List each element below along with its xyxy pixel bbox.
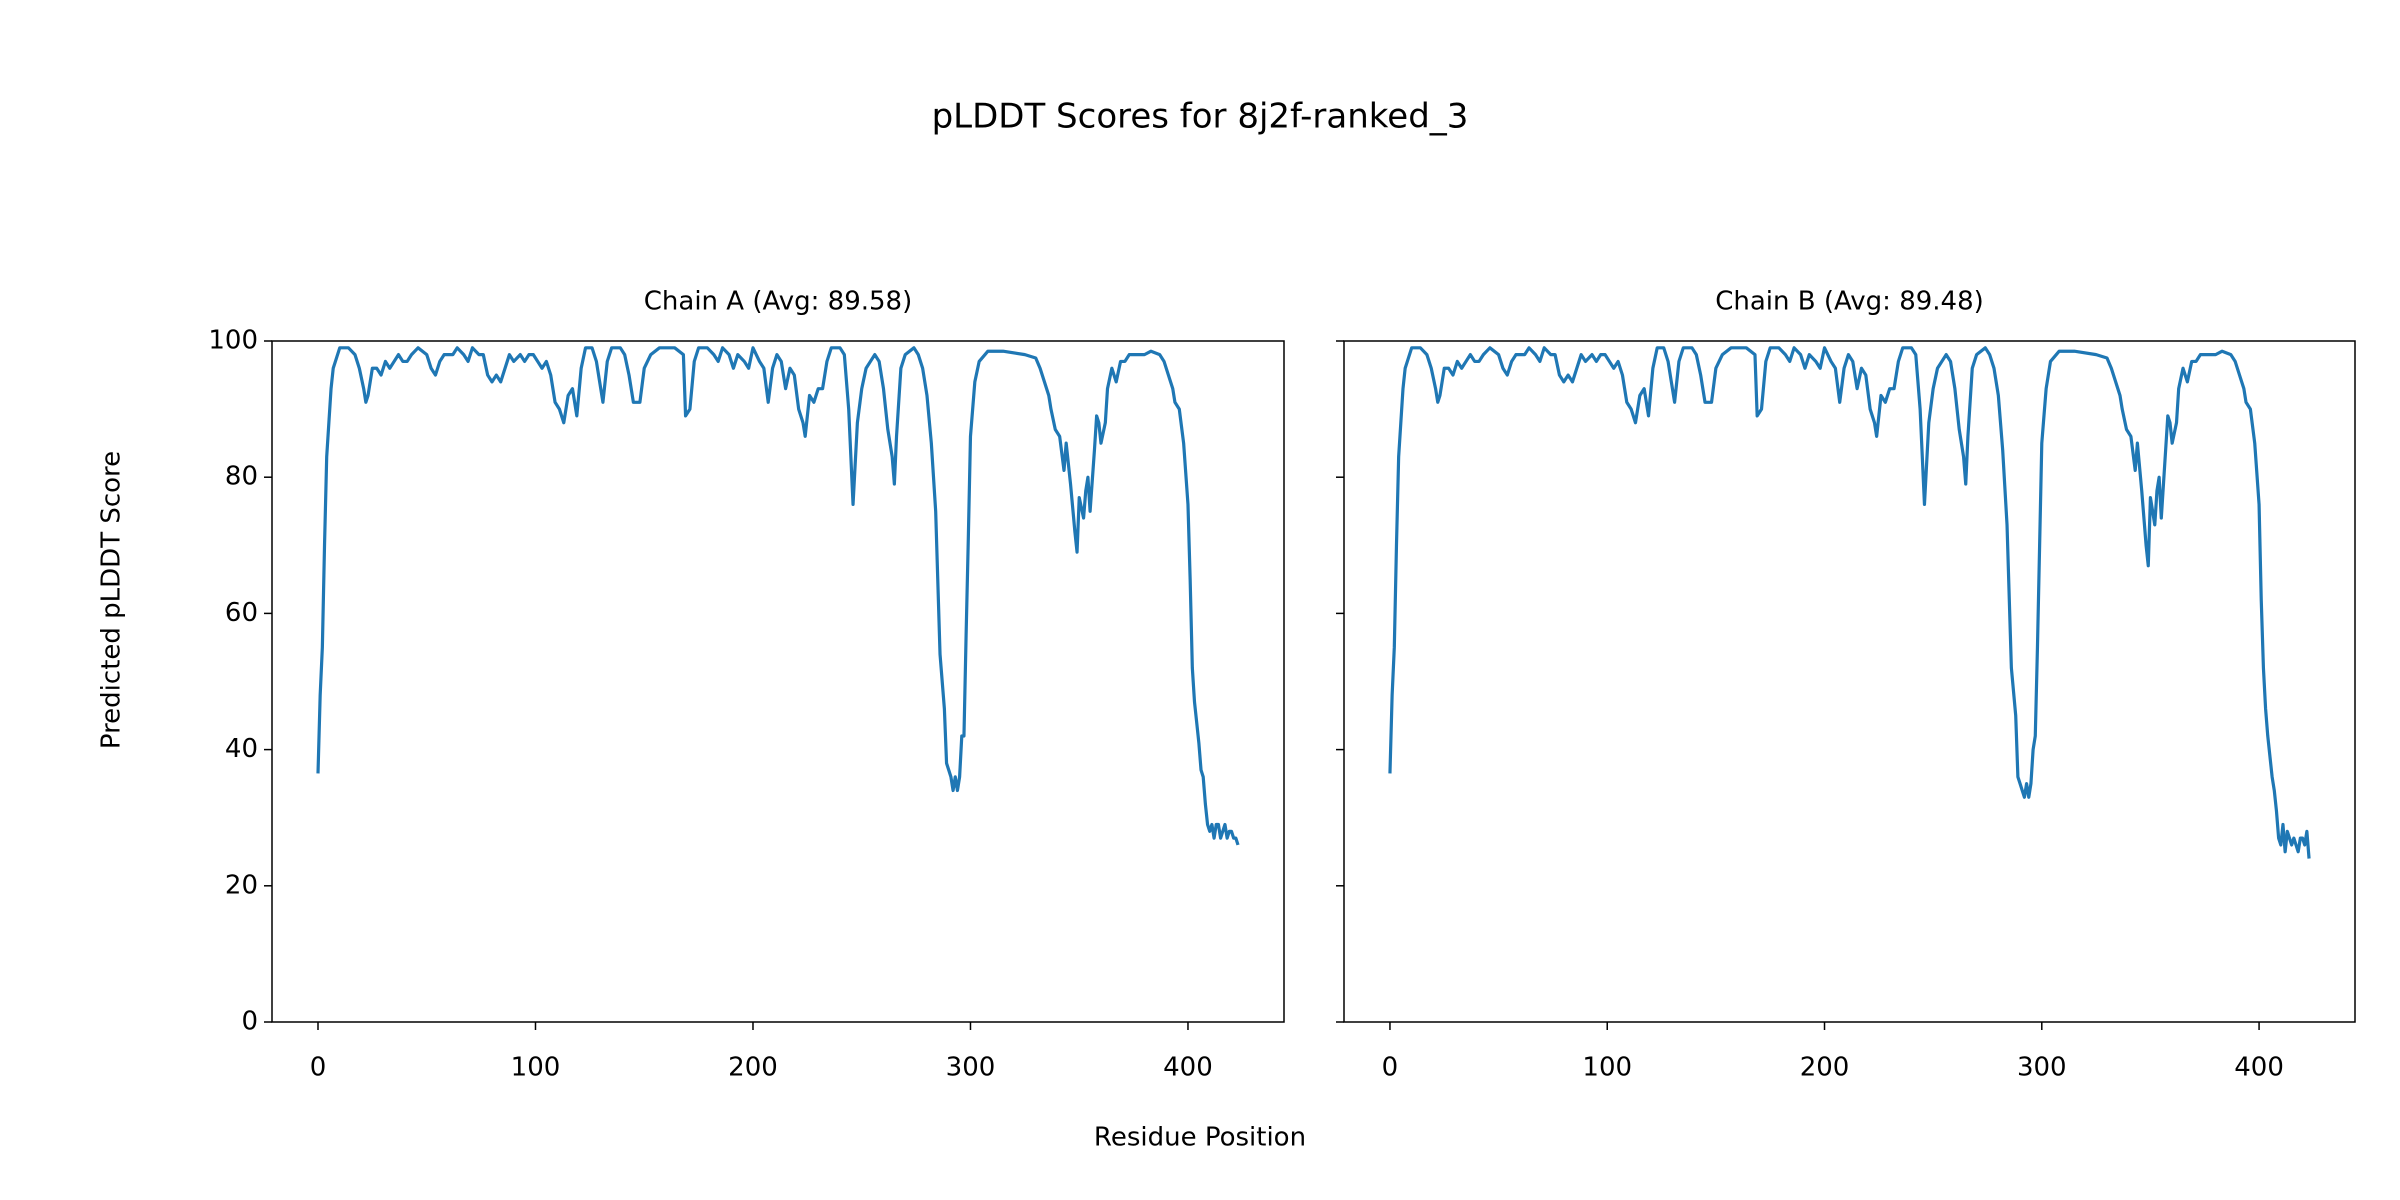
x-tick-label: 300 [2017, 1053, 2067, 1083]
axes-frame [271, 340, 1285, 1023]
subplot-title: Chain B (Avg: 89.48) [1715, 287, 1984, 317]
subplot-title: Chain A (Avg: 89.58) [644, 287, 912, 317]
x-tick-label: 0 [1382, 1053, 1399, 1083]
y-tick-label: 20 [225, 870, 258, 900]
y-axis-label: Predicted pLDDT Score [97, 451, 127, 749]
figure-title: pLDDT Scores for 8j2f-ranked_3 [932, 97, 1469, 137]
x-tick-label: 200 [1800, 1053, 1850, 1083]
x-tick-label: 300 [946, 1053, 996, 1083]
x-axis-label: Residue Position [1094, 1123, 1306, 1153]
y-tick-label: 60 [225, 598, 258, 628]
y-tick-label: 80 [225, 462, 258, 492]
x-tick-label: 400 [2234, 1053, 2284, 1083]
x-tick-label: 200 [728, 1053, 778, 1083]
x-tick-label: 400 [1163, 1053, 1213, 1083]
x-tick-label: 0 [310, 1053, 327, 1083]
axes-frame [1343, 340, 2356, 1023]
y-tick-label: 0 [241, 1007, 258, 1037]
y-tick-label: 40 [225, 734, 258, 764]
score-line [1388, 346, 2311, 859]
x-tick-label: 100 [1582, 1053, 1632, 1083]
x-tick-label: 100 [511, 1053, 561, 1083]
y-tick-label: 100 [208, 326, 258, 356]
score-line [316, 346, 1240, 846]
